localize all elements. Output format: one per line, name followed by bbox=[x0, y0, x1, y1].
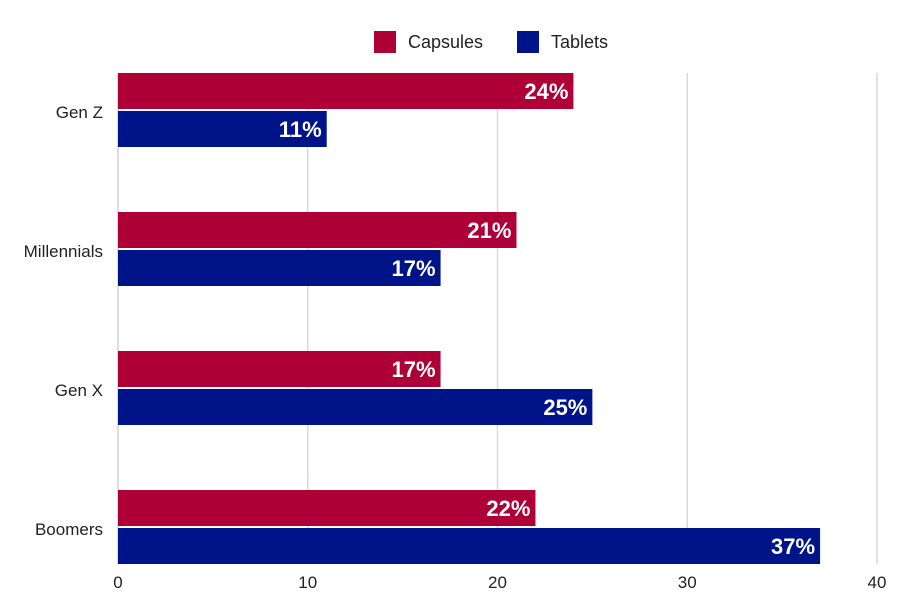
x-tick-label: 30 bbox=[678, 573, 697, 592]
legend-label: Tablets bbox=[551, 32, 608, 52]
bar-capsules bbox=[118, 73, 574, 109]
data-label: 25% bbox=[543, 395, 587, 420]
bar-capsules bbox=[118, 351, 441, 387]
x-tick-label: 40 bbox=[868, 573, 887, 592]
bar-capsules bbox=[118, 212, 517, 248]
x-tick-label: 0 bbox=[113, 573, 122, 592]
legend-swatch-capsules bbox=[374, 31, 396, 53]
bar-tablets bbox=[118, 250, 441, 286]
y-category-label: Gen X bbox=[55, 381, 103, 400]
y-category-label: Millennials bbox=[24, 242, 103, 261]
y-category-label: Boomers bbox=[35, 520, 103, 539]
y-category-label: Gen Z bbox=[56, 103, 103, 122]
x-tick-label: 10 bbox=[298, 573, 317, 592]
bar-capsules bbox=[118, 490, 536, 526]
x-tick-label: 20 bbox=[488, 573, 507, 592]
bar-tablets bbox=[118, 389, 593, 425]
legend-label: Capsules bbox=[408, 32, 483, 52]
data-label: 11% bbox=[279, 117, 322, 142]
data-label: 37% bbox=[771, 534, 815, 559]
bar-tablets bbox=[118, 111, 327, 147]
bar-tablets bbox=[118, 528, 821, 564]
data-label: 24% bbox=[524, 79, 568, 104]
legend-swatch-tablets bbox=[517, 31, 539, 53]
data-label: 17% bbox=[392, 357, 436, 382]
data-label: 17% bbox=[392, 256, 436, 281]
data-label: 22% bbox=[486, 496, 530, 521]
data-label: 21% bbox=[467, 218, 511, 243]
